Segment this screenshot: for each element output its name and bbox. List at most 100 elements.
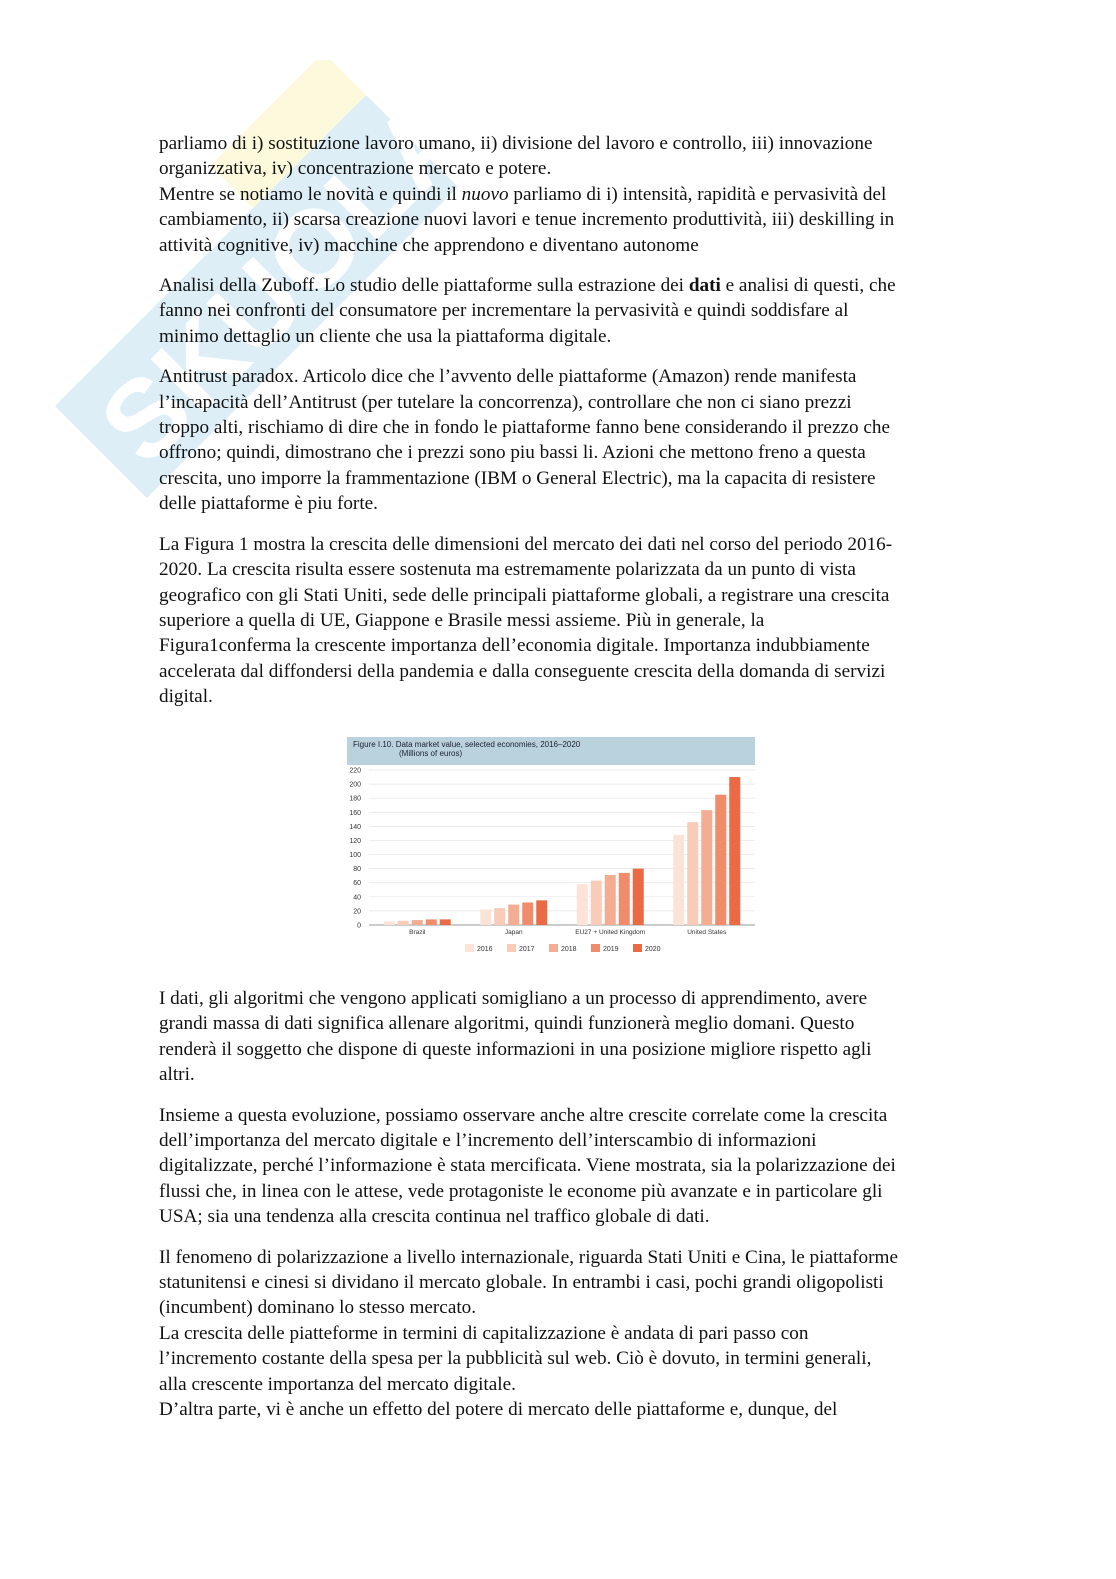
text-line: Figura1conferma la crescente importanza … [159, 635, 870, 657]
figure-chart: Figure I.10. Data market value, selected… [347, 737, 757, 959]
text-line: l’incapacità dell’Antitrust (per tutelar… [159, 391, 852, 413]
paragraph: La Figura 1 mostra la crescita delle dim… [159, 532, 959, 710]
y-tick-label: 120 [349, 838, 361, 845]
text-line: cambiamento, ii) scarsa creazione nuovi … [159, 209, 895, 231]
text-line: USA; sia una tendenza alla crescita cont… [159, 1206, 710, 1228]
text-line: digital. [159, 686, 213, 708]
bar-2020 [536, 900, 548, 925]
paragraph: I dati, gli algoritmi che vengono applic… [159, 986, 959, 1088]
text-run: Mentre se notiamo le novità e quindi il [159, 183, 462, 205]
legend-label: 2019 [603, 946, 619, 953]
text-run: parliamo di i) intensità, rapidità e per… [508, 183, 887, 205]
bar-2020 [632, 868, 644, 925]
text-line: geografico con gli Stati Uniti, sede del… [159, 584, 890, 606]
bar-2017 [494, 908, 506, 925]
bar-2018 [701, 810, 713, 925]
text-line: accelerata dal diffondersi della pandemi… [159, 660, 886, 682]
text-line: Antitrust paradox. Articolo dice che l’a… [159, 366, 857, 388]
legend-swatch [591, 944, 600, 952]
bold-run: dati [688, 275, 721, 297]
y-tick-label: 0 [357, 923, 361, 930]
text-line: Mentre se notiamo le novità e quindi il … [159, 182, 959, 207]
text-line: Analisi della Zuboff. Lo studio delle pi… [159, 273, 959, 298]
paragraph: Mentre se notiamo le novità e quindi il … [159, 182, 959, 258]
text-line: superiore a quella di UE, Giappone e Bra… [159, 609, 765, 631]
text-line: alla crescente importanza del mercato di… [159, 1373, 516, 1395]
x-category-label: United States [687, 929, 727, 936]
text-line: parliamo di i) sostituzione lavoro umano… [159, 133, 873, 154]
bar-2018 [508, 904, 520, 925]
y-tick-label: 60 [353, 880, 361, 887]
text-run: e analisi di questi, che [720, 275, 896, 297]
text-line: altri. [159, 1064, 195, 1086]
text-line: Il fenomeno di polarizzazione a livello … [159, 1246, 898, 1268]
text-line: statunitensi e cinesi si dividano il mer… [159, 1272, 884, 1294]
bar-2019 [618, 872, 630, 925]
chart-title-bar: Figure I.10. Data market value, selected… [347, 737, 755, 765]
paragraph: Antitrust paradox. Articolo dice che l’a… [159, 364, 959, 516]
paragraph: Analisi della Zuboff. Lo studio delle pi… [159, 273, 959, 349]
text-line: fanno nei confronti del consumatore per … [159, 300, 849, 322]
y-tick-label: 220 [349, 768, 361, 775]
text-line: digitalizzate, perché l’informazione è s… [159, 1155, 896, 1177]
bar-chart: 0 20 40 60 80 100 120 140 160 180 200 220 Brazil Japa… [349, 768, 755, 953]
legend-label: 2016 [477, 946, 493, 953]
body-text-top: parliamo di i) sostituzione lavoro umano… [159, 131, 959, 725]
x-category-label: Brazil [409, 929, 426, 936]
legend-label: 2017 [519, 946, 535, 953]
bar-2016 [480, 909, 492, 925]
paragraph: Insieme a questa evoluzione, possiamo os… [159, 1103, 959, 1230]
italic-run: nuovo [461, 183, 509, 205]
x-category-label: Japan [505, 929, 523, 936]
text-line: La crescita delle piatteforme in termini… [159, 1322, 809, 1344]
bar-2017 [590, 880, 602, 925]
paragraph: Il fenomeno di polarizzazione a livello … [159, 1245, 959, 1423]
bar-2016 [673, 834, 685, 925]
legend-swatch [633, 944, 642, 952]
body-text-bottom: I dati, gli algoritmi che vengono applic… [159, 986, 959, 1438]
bar-2020 [729, 777, 741, 925]
chart-subtitle: (Millions of euros) [399, 749, 463, 758]
x-category-label: EU27 + United Kingdom [575, 929, 645, 936]
text-line: I dati, gli algoritmi che vengono applic… [159, 988, 868, 1009]
text-line: dell’importanza del mercato digitale e l… [159, 1130, 817, 1152]
legend-swatch [465, 944, 474, 952]
y-tick-label: 80 [353, 866, 361, 873]
bar-2019 [522, 902, 534, 925]
text-line: organizzativa, iv) concentrazione mercat… [159, 158, 552, 180]
y-tick-label: 140 [349, 824, 361, 831]
y-tick-label: 100 [349, 852, 361, 859]
text-line: crescita, uno imporre la frammentazione … [159, 467, 876, 489]
text-line: minimo dettaglio un cliente che usa la p… [159, 325, 612, 347]
bar-2020 [439, 919, 451, 925]
legend-swatch [507, 944, 516, 952]
bar-2018 [411, 920, 423, 925]
text-line: delle piattaforme è piu forte. [159, 493, 378, 515]
text-line: offrono; quindi, dimostrano che i prezzi… [159, 442, 866, 464]
text-line: Insieme a questa evoluzione, possiamo os… [159, 1104, 888, 1126]
text-line: grandi massa di dati significa allenare … [159, 1013, 855, 1035]
text-run: Analisi della Zuboff. Lo studio delle pi… [159, 275, 689, 297]
text-line: flussi che, in linea con le attese, vede… [159, 1180, 883, 1202]
bar-2019 [425, 919, 437, 925]
text-line: renderà il soggetto che dispone di quest… [159, 1038, 872, 1060]
bar-2016 [576, 884, 588, 925]
text-line: D’altra parte, vi è anche un effetto del… [159, 1399, 838, 1421]
text-line: 2020. La crescita risulta essere sostenu… [159, 559, 856, 581]
chart-title: Figure I.10. Data market value, selected… [353, 740, 581, 749]
y-tick-label: 160 [349, 810, 361, 817]
y-tick-label: 20 [353, 908, 361, 915]
legend-label: 2018 [561, 946, 577, 953]
bar-2019 [715, 794, 727, 925]
text-line: (incumbent) dominano lo stesso mercato. [159, 1297, 477, 1319]
bar-2016 [383, 921, 395, 925]
text-line: La Figura 1 mostra la crescita delle dim… [159, 533, 893, 555]
legend-label: 2020 [645, 946, 661, 953]
bar-2017 [687, 822, 699, 925]
y-tick-label: 40 [353, 894, 361, 901]
paragraph: parliamo di i) sostituzione lavoro umano… [159, 131, 959, 182]
text-line: attività cognitive, iv) macchine che app… [159, 234, 699, 256]
bar-2017 [397, 920, 409, 925]
y-tick-label: 180 [349, 796, 361, 803]
text-line: l’incremento costante della spesa per la… [159, 1348, 872, 1370]
